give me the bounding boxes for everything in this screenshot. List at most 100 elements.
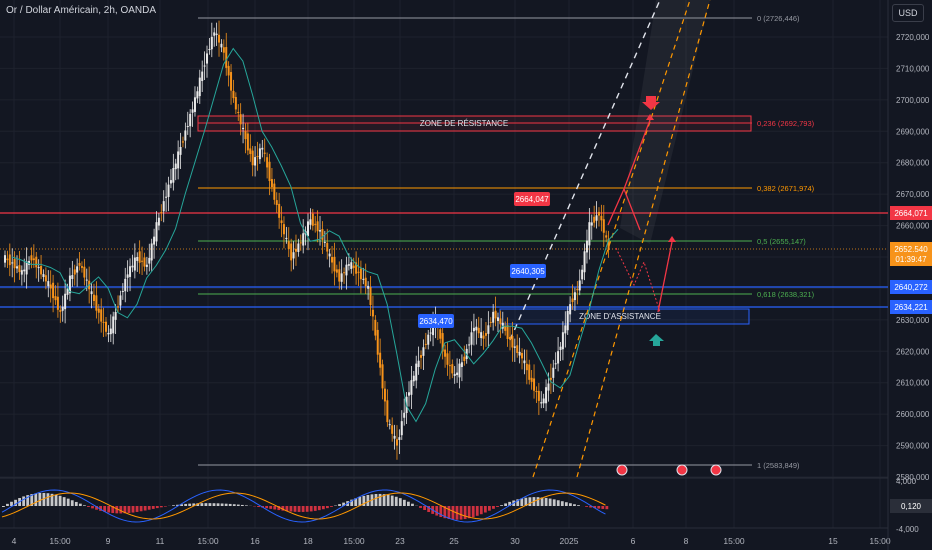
candle-body	[518, 351, 521, 356]
candle-body	[196, 91, 199, 99]
macd-histogram-bar	[289, 506, 293, 512]
candle-body	[309, 219, 312, 225]
candle-body	[547, 383, 550, 391]
macd-histogram-bar	[46, 493, 50, 506]
indicator-tick: -4,000	[896, 525, 919, 534]
macd-histogram-bar	[390, 495, 394, 506]
currency-button[interactable]: USD	[892, 4, 924, 22]
candle-body	[131, 265, 134, 268]
candle-body	[186, 125, 189, 128]
macd-histogram-bar	[297, 506, 301, 512]
time-tick: 15:00	[49, 536, 71, 546]
macd-histogram-bar	[321, 506, 325, 510]
price-axis-label	[890, 252, 932, 266]
price-tick: 2660,000	[896, 222, 930, 231]
indicator-tick: 4,000	[896, 477, 917, 486]
candle-body	[138, 251, 141, 263]
fib-level-label: 0,236 (2692,793)	[757, 119, 815, 128]
candle-body	[590, 222, 593, 226]
price-tick: 2580,000	[896, 473, 930, 482]
candle-body	[307, 221, 309, 236]
candle-body	[124, 278, 127, 292]
candle-body	[326, 243, 329, 252]
candle-body	[364, 277, 367, 287]
candle-body	[482, 335, 485, 339]
candle-body	[381, 364, 384, 389]
candle-body	[203, 65, 206, 67]
candle-body	[297, 243, 300, 252]
macd-histogram-bar	[34, 493, 38, 506]
candle-body	[256, 155, 259, 157]
macd-histogram-bar	[338, 504, 341, 506]
candle-body	[509, 336, 511, 340]
candle-body	[237, 111, 240, 114]
candle-body	[403, 412, 406, 418]
price-tag-label: 2634,470	[419, 317, 453, 326]
price-axis-label	[890, 300, 932, 314]
macd-histogram-bar	[269, 506, 273, 509]
candle-body	[573, 292, 576, 301]
candle-body	[278, 203, 281, 218]
candle-body	[576, 288, 579, 291]
candle-body	[37, 267, 40, 269]
candle-body	[44, 275, 47, 282]
candle-body	[489, 321, 492, 323]
economic-event-icon	[616, 464, 628, 476]
macd-histogram-bar	[467, 506, 471, 519]
candle-body	[453, 373, 456, 376]
candle-body	[299, 242, 302, 244]
candle-body	[605, 235, 608, 238]
candle-body	[126, 274, 129, 278]
candle-body	[162, 201, 165, 212]
candle-body	[424, 343, 427, 345]
candle-body	[302, 233, 305, 246]
macd-histogram-bar	[30, 494, 34, 506]
candle-body	[458, 363, 461, 378]
candle-body	[169, 180, 172, 184]
candle-body	[359, 268, 362, 280]
candle-body	[49, 284, 52, 289]
candle-body	[571, 298, 574, 303]
candle-body	[355, 262, 358, 274]
macd-histogram-bar	[50, 493, 54, 506]
candle-body	[607, 238, 610, 250]
candle-body	[439, 329, 442, 339]
macd-histogram-bar	[354, 498, 358, 506]
candle-body	[537, 390, 540, 401]
candle-body	[201, 71, 204, 81]
candle-body	[432, 322, 435, 336]
candle-body	[475, 326, 478, 331]
macd-line	[1, 489, 606, 523]
candle-body	[246, 133, 249, 151]
macd-histogram-bar	[528, 497, 532, 506]
macd-histogram-bar	[123, 506, 127, 514]
candle-body	[114, 312, 117, 320]
candle-body	[160, 212, 163, 214]
macd-histogram-bar	[78, 503, 82, 506]
candle-body	[78, 262, 81, 266]
macd-histogram-bar	[496, 506, 499, 507]
price-tick: 2720,000	[896, 33, 930, 42]
price-axis-label-text: 2664,071	[894, 209, 928, 218]
macd-histogram-bar	[419, 506, 422, 508]
candle-body	[157, 217, 160, 226]
candle-body	[174, 163, 177, 170]
macd-histogram-bar	[479, 506, 483, 515]
macd-histogram-bar	[309, 506, 313, 512]
candle-body	[83, 266, 86, 278]
macd-histogram-bar	[548, 498, 552, 506]
candle-body	[121, 290, 124, 293]
macd-histogram-bar	[447, 506, 451, 520]
macd-histogram-bar	[172, 505, 175, 506]
macd-histogram-bar	[83, 505, 86, 506]
candle-body	[263, 152, 266, 154]
macd-histogram-bar	[589, 506, 593, 508]
macd-histogram-bar	[564, 502, 568, 506]
macd-histogram-bar	[200, 503, 204, 506]
candle-body	[533, 378, 536, 391]
candle-body	[379, 352, 382, 368]
macd-histogram-bar	[330, 506, 333, 507]
macd-histogram-bar	[593, 506, 597, 509]
macd-histogram-bar	[208, 503, 212, 506]
